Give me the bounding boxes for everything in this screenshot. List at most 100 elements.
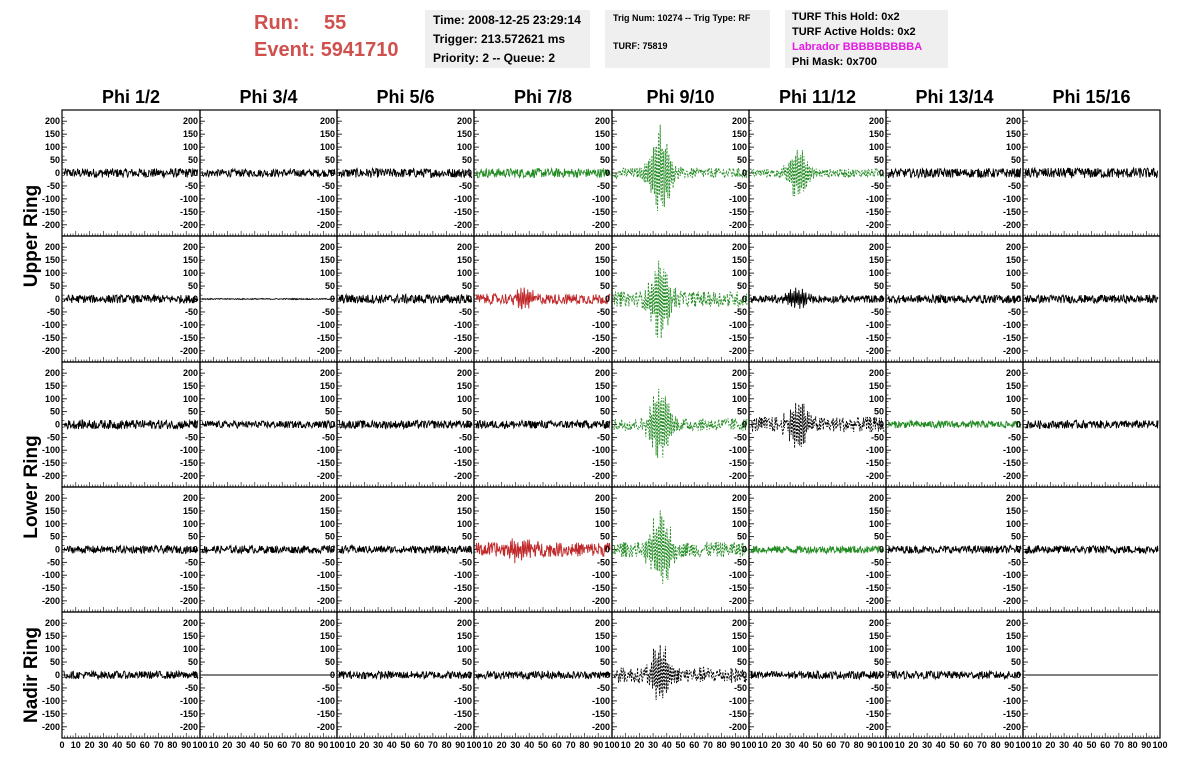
y-tick-label: -100 [42, 570, 60, 580]
y-tick-label: 50 [874, 532, 884, 542]
y-tick-label: 150 [45, 129, 60, 139]
y-tick-label: 50 [737, 155, 747, 165]
y-tick-label: -50 [322, 181, 335, 191]
y-tick-label: 150 [869, 631, 884, 641]
y-tick-label: 50 [50, 155, 60, 165]
priority-text: Priority: 2 -- Queue: 2 [433, 51, 556, 65]
y-tick-label: -200 [454, 346, 472, 356]
waveform-trace [613, 510, 748, 584]
waveform-trace [338, 419, 473, 431]
y-tick-label: 100 [1006, 519, 1021, 529]
y-tick-label: -100 [1003, 320, 1021, 330]
x-tick-label: 60 [689, 740, 699, 750]
y-tick-label: 150 [732, 255, 747, 265]
y-tick-label: -150 [1003, 709, 1021, 719]
y-tick-label: -100 [454, 320, 472, 330]
y-tick-label: 50 [1011, 532, 1021, 542]
y-tick-label: 150 [45, 506, 60, 516]
waveform-trace [338, 670, 473, 681]
y-tick-label: 150 [869, 129, 884, 139]
y-tick-label: -100 [317, 194, 335, 204]
y-tick-label: -100 [729, 570, 747, 580]
y-tick-label: -200 [180, 220, 198, 230]
y-tick-label: 100 [45, 644, 60, 654]
y-tick-label: 150 [457, 255, 472, 265]
y-tick-label: -200 [729, 596, 747, 606]
y-tick-label: 150 [595, 255, 610, 265]
x-tick-label: 10 [71, 740, 81, 750]
y-tick-label: -50 [597, 432, 610, 442]
x-tick-label: 50 [263, 740, 273, 750]
y-tick-label: 50 [874, 155, 884, 165]
y-tick-label: -150 [866, 207, 884, 217]
x-tick-label: 80 [442, 740, 452, 750]
y-tick-label: -200 [42, 220, 60, 230]
x-tick-label: 50 [126, 740, 136, 750]
y-tick-label: 150 [457, 631, 472, 641]
y-tick-label: -100 [729, 445, 747, 455]
x-tick-label: 30 [648, 740, 658, 750]
x-tick-label: 50 [675, 740, 685, 750]
y-tick-label: -150 [317, 333, 335, 343]
column-header: Phi 5/6 [376, 87, 434, 107]
phi-mask-text: Phi Mask: 0x700 [792, 56, 877, 68]
y-tick-label: -50 [459, 557, 472, 567]
y-tick-label: -150 [454, 458, 472, 468]
waveform-trace [613, 644, 748, 701]
labrador-text: Labrador BBBBBBBBBA [792, 41, 923, 53]
y-tick-label: -150 [866, 458, 884, 468]
y-tick-label: 150 [320, 381, 335, 391]
y-tick-label: 0 [55, 168, 60, 178]
column-header: Phi 11/12 [779, 87, 856, 107]
y-tick-label: -50 [322, 307, 335, 317]
column-header: Phi 3/4 [239, 87, 297, 107]
y-tick-label: -100 [866, 696, 884, 706]
x-tick-label: 40 [387, 740, 397, 750]
y-tick-label: 200 [1006, 618, 1021, 628]
x-tick-label: 70 [1114, 740, 1124, 750]
y-tick-label: -150 [180, 207, 198, 217]
y-tick-label: 100 [183, 142, 198, 152]
y-tick-label: -150 [1003, 207, 1021, 217]
column-header: Phi 9/10 [646, 87, 714, 107]
y-tick-label: 50 [600, 657, 610, 667]
y-tick-label: 100 [869, 142, 884, 152]
y-tick-label: 150 [595, 381, 610, 391]
y-tick-label: 150 [45, 255, 60, 265]
y-tick-label: 50 [188, 407, 198, 417]
y-tick-label: -150 [729, 333, 747, 343]
y-tick-label: -100 [317, 320, 335, 330]
y-tick-label: -50 [47, 683, 60, 693]
y-tick-label: 0 [330, 545, 335, 555]
y-tick-label: 100 [457, 519, 472, 529]
y-tick-label: 0 [193, 168, 198, 178]
y-tick-label: 100 [183, 394, 198, 404]
x-tick-label: 70 [154, 740, 164, 750]
y-tick-label: 200 [732, 618, 747, 628]
y-tick-label: -150 [866, 583, 884, 593]
y-tick-label: 200 [45, 618, 60, 628]
y-tick-label: 50 [462, 155, 472, 165]
y-tick-label: -50 [322, 683, 335, 693]
y-tick-label: 100 [183, 268, 198, 278]
event-label: Event: [254, 39, 316, 61]
y-tick-label: -50 [185, 181, 198, 191]
y-tick-label: -100 [317, 696, 335, 706]
y-tick-label: -150 [317, 583, 335, 593]
x-tick-label: 10 [483, 740, 493, 750]
y-tick-label: 200 [45, 242, 60, 252]
y-tick-label: -200 [180, 471, 198, 481]
y-tick-label: -200 [866, 471, 884, 481]
y-tick-label: -50 [597, 557, 610, 567]
y-tick-label: 200 [732, 368, 747, 378]
x-tick-label: 100 [1152, 740, 1167, 750]
y-tick-label: -100 [454, 570, 472, 580]
y-tick-label: 200 [183, 242, 198, 252]
y-tick-label: 200 [595, 618, 610, 628]
x-tick-label: 70 [703, 740, 713, 750]
x-tick-label: 30 [98, 740, 108, 750]
y-tick-label: 0 [330, 168, 335, 178]
y-tick-label: -100 [1003, 194, 1021, 204]
y-tick-label: 50 [600, 155, 610, 165]
y-tick-label: 150 [183, 129, 198, 139]
